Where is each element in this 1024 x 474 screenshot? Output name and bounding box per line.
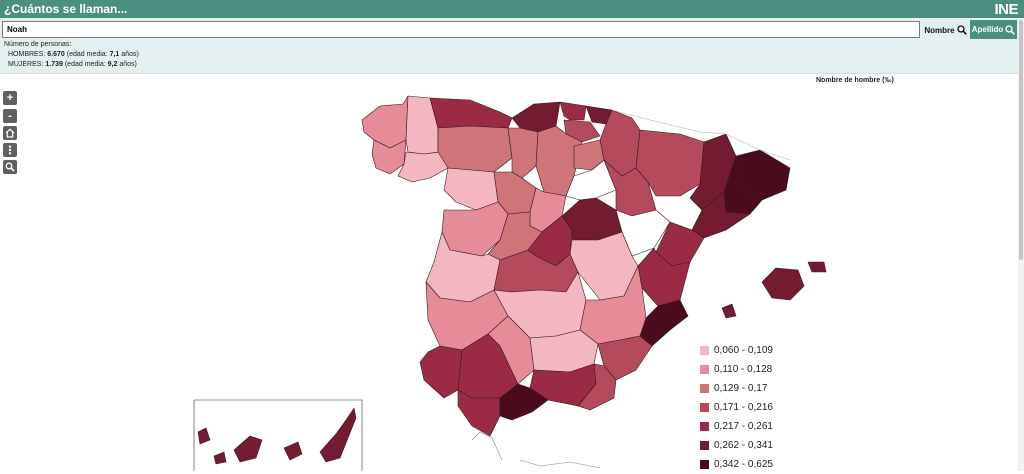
- zoom-out-button[interactable]: -: [3, 109, 17, 123]
- province-menorca[interactable]: [807, 261, 827, 273]
- legend-label: 0,217 - 0,261: [714, 421, 773, 432]
- legend-item[interactable]: 0,262 - 0,341: [699, 436, 773, 455]
- legend-item[interactable]: 0,171 - 0,216: [699, 398, 773, 417]
- province-asturias[interactable]: [429, 97, 513, 129]
- province-alava[interactable]: [563, 119, 601, 143]
- women-age-suffix: años): [119, 61, 137, 68]
- province-almeria[interactable]: [577, 363, 617, 411]
- legend-item[interactable]: 0,129 - 0,17: [699, 379, 773, 398]
- results-heading: Número de personas:: [4, 41, 72, 48]
- legend-item[interactable]: 0,060 - 0,109: [699, 341, 773, 360]
- province-santa-cruz-tenerife[interactable]: [233, 435, 263, 463]
- north-africa-coast: [471, 431, 601, 469]
- legend-label: 0,110 - 0,128: [714, 364, 773, 375]
- province-bizkaia[interactable]: [559, 101, 587, 121]
- province-leon[interactable]: [437, 125, 513, 173]
- legend-swatch: [699, 364, 710, 375]
- search-icon: [1005, 24, 1016, 35]
- men-age-suffix: años): [121, 51, 139, 58]
- more-options-icon: [8, 145, 12, 155]
- header-bar: ¿Cuántos se llaman... INE: [0, 0, 1024, 18]
- legend-item[interactable]: 0,342 - 0,625: [699, 455, 773, 474]
- name-search-input[interactable]: [2, 21, 920, 38]
- legend-item[interactable]: 0,217 - 0,261: [699, 417, 773, 436]
- home-button[interactable]: [3, 126, 17, 140]
- province-palencia[interactable]: [507, 127, 539, 179]
- legend-item[interactable]: 0,110 - 0,128: [699, 360, 773, 379]
- women-count: 1.739: [45, 61, 63, 68]
- province-la-gomera[interactable]: [197, 427, 211, 445]
- map-legend: 0,060 - 0,109 0,110 - 0,128 0,129 - 0,17 0,…: [699, 341, 773, 474]
- legend-swatch: [699, 402, 710, 413]
- province-a-coruna[interactable]: [361, 95, 409, 149]
- zoom-search-button[interactable]: [3, 160, 17, 174]
- zoom-in-button[interactable]: +: [3, 91, 17, 105]
- home-icon: [5, 128, 15, 138]
- province-cuenca[interactable]: [569, 231, 639, 301]
- legend-label: 0,060 - 0,109: [714, 345, 773, 356]
- france-border: [611, 109, 791, 161]
- legend-label: 0,171 - 0,216: [714, 402, 773, 413]
- page-scrollbar[interactable]: [1018, 18, 1024, 471]
- province-huesca[interactable]: [635, 129, 705, 197]
- province-ibiza[interactable]: [721, 303, 737, 319]
- province-alicante[interactable]: [639, 299, 689, 347]
- men-label: HOMBRES:: [8, 51, 46, 58]
- province-mallorca[interactable]: [761, 267, 805, 301]
- legend-swatch: [699, 440, 710, 451]
- scrollbar-thumb[interactable]: [1019, 20, 1023, 260]
- province-zamora[interactable]: [443, 167, 499, 211]
- legend-label: 0,129 - 0,17: [714, 383, 768, 394]
- men-result: HOMBRES: 6.670 (edad media: 7,1 años): [4, 50, 139, 60]
- results-summary: Número de personas: HOMBRES: 6.670 (edad…: [4, 40, 139, 70]
- nombre-label: Nombre: [924, 25, 955, 35]
- men-age: 7,1: [109, 51, 120, 58]
- ine-logo[interactable]: INE: [994, 0, 1018, 18]
- men-age-prefix: (edad media:: [66, 51, 108, 58]
- search-panel: Nombre Apellido Número de personas: HOMB…: [0, 18, 1018, 74]
- legend-label: 0,262 - 0,341: [714, 440, 773, 451]
- province-pontevedra[interactable]: [371, 139, 407, 175]
- women-age-prefix: (edad media:: [64, 61, 106, 68]
- province-huelva[interactable]: [419, 345, 463, 399]
- magnifier-icon: [5, 162, 15, 172]
- search-by-surname-button[interactable]: Apellido: [970, 20, 1017, 39]
- province-el-hierro[interactable]: [213, 451, 227, 465]
- legend-swatch: [699, 383, 710, 394]
- province-gran-canaria[interactable]: [283, 441, 303, 461]
- menu-button[interactable]: [3, 143, 17, 157]
- province-malaga[interactable]: [499, 383, 549, 421]
- legend-swatch: [699, 345, 710, 356]
- search-icon: [956, 25, 967, 35]
- province-cadiz[interactable]: [457, 389, 501, 437]
- search-by-name-button[interactable]: Nombre: [923, 21, 968, 39]
- women-age: 9,2: [107, 61, 118, 68]
- women-label: MUJERES:: [8, 61, 44, 68]
- app-title: ¿Cuántos se llaman...: [4, 2, 128, 16]
- women-result: MUJERES: 1.739 (edad media: 9,2 años): [4, 60, 139, 70]
- apellido-label: Apellido: [971, 25, 1004, 34]
- legend-swatch: [699, 421, 710, 432]
- canary-islands-inset-frame: [193, 399, 363, 471]
- legend-label: 0,342 - 0,625: [714, 459, 773, 470]
- province-las-palmas[interactable]: [319, 407, 357, 463]
- legend-swatch: [699, 459, 710, 470]
- map-title: Nombre de hombre (‰): [816, 77, 894, 84]
- men-count: 6.670: [47, 51, 65, 58]
